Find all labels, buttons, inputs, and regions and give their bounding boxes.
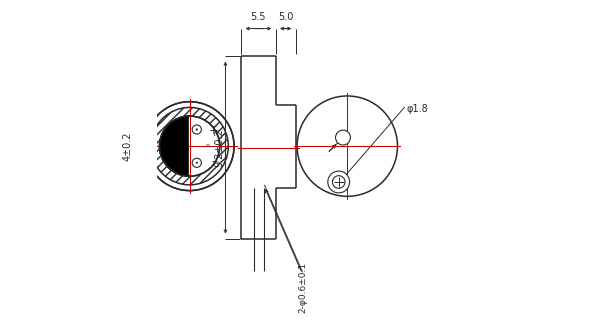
Text: 5.0: 5.0 xyxy=(278,12,293,22)
Circle shape xyxy=(192,125,202,134)
Circle shape xyxy=(332,176,345,188)
Circle shape xyxy=(335,130,350,145)
Circle shape xyxy=(297,96,397,196)
Circle shape xyxy=(196,162,197,164)
Circle shape xyxy=(145,102,234,191)
Circle shape xyxy=(328,171,350,193)
Polygon shape xyxy=(160,116,190,176)
Text: 9.2±0.2: 9.2±0.2 xyxy=(214,128,224,167)
Text: 4±0.2: 4±0.2 xyxy=(122,132,132,161)
Circle shape xyxy=(151,108,229,185)
Circle shape xyxy=(160,116,220,176)
Text: o: o xyxy=(205,143,209,148)
Text: φ1.8: φ1.8 xyxy=(406,103,428,114)
Circle shape xyxy=(192,158,202,167)
Text: +: + xyxy=(209,124,219,137)
Text: –: – xyxy=(211,156,217,168)
Circle shape xyxy=(196,129,197,130)
Text: 2-φ0.6±0.1: 2-φ0.6±0.1 xyxy=(298,262,307,313)
Text: 5.5: 5.5 xyxy=(251,12,266,22)
